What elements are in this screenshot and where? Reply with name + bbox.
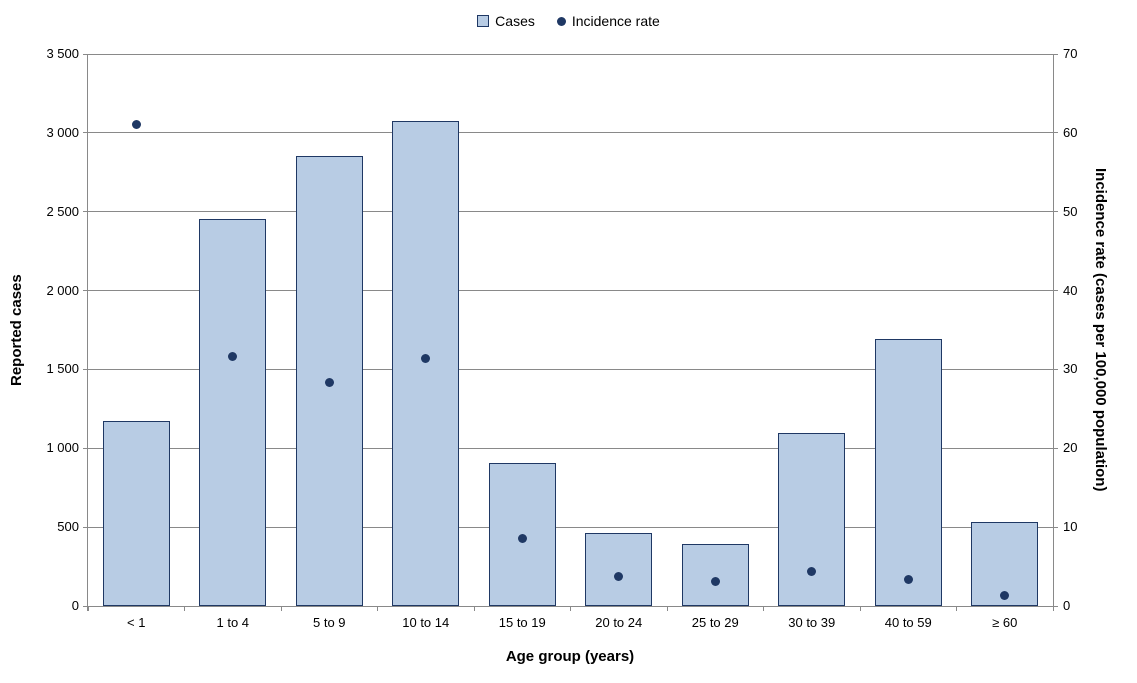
y-tick-label-left: 3 500: [46, 46, 79, 61]
x-tick-label: 15 to 19: [498, 615, 546, 630]
right-axis-tick: [1053, 290, 1058, 292]
gridline: [88, 132, 1053, 134]
left-axis-tick: [83, 53, 88, 55]
x-tick-label: 10 to 14: [402, 615, 450, 630]
y-tick-label-left: 500: [57, 519, 79, 535]
right-axis-tick: [1053, 53, 1058, 55]
left-axis-tick: [83, 368, 88, 370]
right-axis-tick: [1053, 526, 1058, 528]
y-tick-label-right: 50: [1063, 203, 1078, 219]
x-axis-tick: [473, 606, 475, 611]
x-axis-title: Age group (years): [505, 648, 635, 665]
x-axis-tick: [1052, 606, 1054, 611]
legend-label-cases: Cases: [495, 13, 535, 29]
data-point: [1000, 591, 1010, 601]
data-point: [903, 575, 913, 585]
data-point: [614, 571, 624, 581]
left-axis-tick: [83, 211, 88, 213]
bar: [585, 533, 653, 606]
right-axis-tick: [1053, 132, 1058, 134]
gridline: [88, 53, 1053, 55]
legend-item-cases: Cases: [477, 13, 535, 29]
x-axis-tick: [763, 606, 764, 611]
y-tick-label-right: 60: [1063, 124, 1078, 140]
x-axis-tick: [280, 606, 282, 611]
bar: [778, 432, 846, 606]
gridline: [88, 526, 1053, 528]
x-tick-label: < 1: [127, 615, 146, 630]
x-tick-label: 1 to 4: [216, 615, 250, 630]
y-tick-label-right: 70: [1063, 46, 1078, 61]
y-tick-label-left: 1 500: [46, 361, 79, 377]
left-axis-tick: [83, 526, 88, 528]
data-point: [131, 120, 141, 130]
y-tick-label-right: 10: [1063, 519, 1078, 535]
left-axis-tick: [83, 447, 88, 449]
data-point: [421, 353, 431, 363]
data-point: [228, 352, 238, 362]
left-axis-tick: [83, 290, 88, 292]
gridline: [88, 290, 1053, 292]
legend-label-incidence-rate: Incidence rate: [571, 13, 660, 29]
gridline: [88, 211, 1053, 213]
x-axis-tick: [87, 606, 89, 611]
x-tick-label: 30 to 39: [788, 615, 836, 630]
bar: [102, 421, 170, 606]
y-tick-label-right: 30: [1063, 361, 1078, 377]
bar: [199, 218, 267, 606]
y-tick-label-left: 2 000: [46, 282, 79, 298]
bar: [874, 339, 942, 606]
data-point: [807, 566, 817, 576]
x-tick-label: 20 to 24: [595, 615, 643, 630]
x-axis-tick: [956, 606, 957, 611]
gridline: [88, 447, 1053, 449]
y-tick-label-left: 0: [71, 598, 79, 613]
y-tick-label-left: 3 000: [46, 124, 79, 140]
left-axis-tick: [83, 132, 88, 134]
legend-item-incidence-rate: Incidence rate: [556, 13, 660, 29]
right-axis-tick: [1053, 368, 1058, 370]
y-tick-label-left: 1 000: [46, 440, 79, 456]
data-point: [324, 377, 334, 387]
x-tick-label: ≥ 60: [992, 615, 1018, 630]
x-axis-tick: [377, 606, 378, 611]
x-tick-label: 40 to 59: [884, 615, 932, 630]
left-axis-line: [87, 54, 88, 611]
x-axis-tick: [666, 606, 668, 611]
bar: [392, 121, 460, 606]
data-point: [517, 533, 527, 543]
y-tick-label-right: 40: [1063, 282, 1078, 298]
bar: [681, 543, 749, 606]
chart-legend: Cases Incidence rate: [0, 13, 1137, 29]
y-tick-label-right: 0: [1063, 598, 1071, 613]
left-axis-tick: [83, 605, 88, 607]
right-axis-tick: [1053, 211, 1058, 213]
right-axis-tick: [1053, 605, 1058, 607]
bar: [971, 522, 1039, 606]
gridline: [88, 368, 1053, 370]
y-tick-label-right: 20: [1063, 440, 1078, 456]
x-axis-tick: [570, 606, 571, 611]
x-axis-tick: [184, 606, 185, 611]
x-axis-tick: [859, 606, 861, 611]
data-point: [710, 577, 720, 587]
right-axis-line: [1053, 54, 1054, 611]
right-axis-tick: [1053, 447, 1058, 449]
cases-legend-swatch-icon: [477, 15, 490, 27]
incidence-rate-legend-dot-icon: [556, 16, 566, 26]
x-tick-label: 25 to 29: [691, 615, 739, 630]
right-axis-title: Incidence rate (cases per 100,000 popula…: [1092, 168, 1109, 492]
x-tick-label: 5 to 9: [312, 615, 346, 630]
y-tick-label-left: 2 500: [46, 203, 79, 219]
